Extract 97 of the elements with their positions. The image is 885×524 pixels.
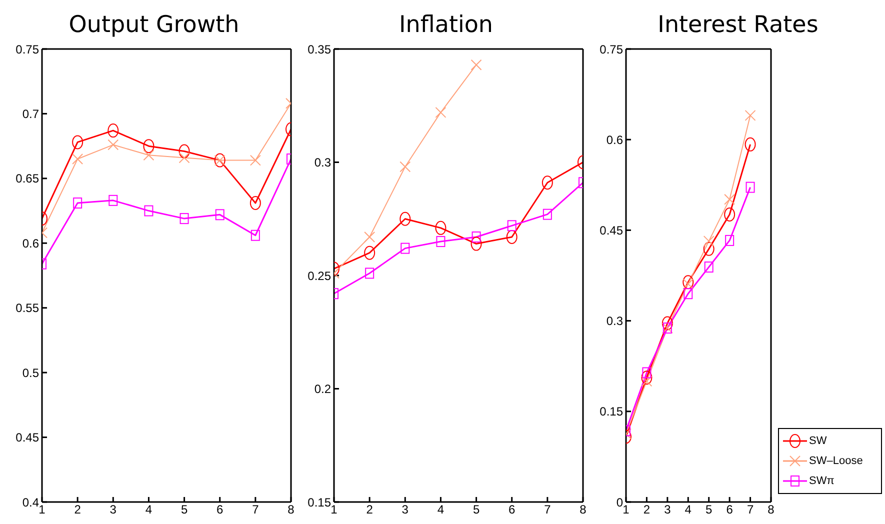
x-tick-label: 2: [366, 502, 374, 517]
point: [724, 207, 736, 222]
point: [250, 196, 261, 210]
point: [641, 370, 652, 385]
x-tick-label: 8: [768, 502, 775, 517]
y-tick-label: 0.75: [16, 42, 40, 56]
x-tick-label: 5: [180, 502, 188, 517]
legend-label: SW‒Loose: [809, 455, 863, 467]
x-tick-label: 1: [330, 502, 338, 517]
y-tick-label: 0.15: [308, 495, 332, 510]
point: [215, 209, 224, 220]
y-tick-label: 0.25: [308, 268, 332, 283]
point: [642, 367, 652, 378]
point: [180, 213, 189, 224]
x-tick-label: 6: [508, 502, 516, 517]
point: [435, 220, 446, 235]
point: [746, 182, 755, 193]
y-tick-label: 0.3: [606, 314, 624, 328]
y-tick-label: 0.4: [22, 495, 40, 510]
point: [470, 59, 482, 70]
x-tick-label: 4: [145, 502, 152, 517]
point: [703, 242, 714, 256]
y-tick-label: 0.7: [22, 106, 40, 121]
x-tick-label: 1: [622, 502, 630, 517]
point: [73, 198, 82, 209]
point: [724, 194, 736, 205]
point: [506, 230, 518, 244]
point: [704, 262, 714, 273]
x-tick-label: 1: [38, 502, 46, 517]
point: [744, 137, 756, 152]
point: [641, 376, 652, 387]
x-tick-label: 4: [684, 502, 692, 517]
point: [364, 231, 376, 242]
y-tick-label: 0.45: [600, 223, 624, 238]
chart-title: Output Growth: [68, 11, 240, 40]
y-tick-label: 0.15: [600, 404, 624, 419]
legend-label: SWπ: [809, 475, 834, 487]
point: [507, 220, 516, 232]
point: [143, 150, 154, 161]
x-tick-label: 2: [74, 502, 82, 517]
point: [682, 278, 694, 290]
x-tick-label: 7: [544, 502, 552, 517]
point: [436, 236, 446, 248]
y-tick-label: 0.3: [314, 156, 332, 170]
point: [365, 268, 374, 279]
point: [72, 154, 84, 165]
x-tick-label: 4: [437, 502, 444, 517]
point: [470, 236, 482, 251]
x-tick-label: 5: [706, 502, 713, 517]
x-tick-label: 3: [110, 502, 117, 517]
x-tick-label: 3: [664, 502, 672, 517]
point: [250, 154, 261, 166]
y-tick-label: 0.55: [16, 301, 40, 316]
chart-title: Interest Rates: [656, 11, 820, 40]
point: [178, 152, 190, 164]
x-tick-label: 3: [402, 502, 409, 517]
point: [108, 194, 118, 206]
y-tick-label: 0: [616, 495, 624, 510]
point: [400, 242, 410, 254]
y-tick-label: 0.2: [314, 382, 332, 396]
point: [178, 144, 190, 158]
point: [250, 230, 260, 241]
point: [72, 135, 84, 150]
point: [703, 236, 714, 247]
point: [143, 139, 154, 154]
x-tick-label: 8: [288, 502, 295, 517]
point: [400, 212, 411, 226]
point: [108, 124, 119, 138]
point: [364, 246, 376, 260]
x-tick-label: 5: [472, 502, 480, 517]
point: [144, 205, 154, 216]
legend-label: SW: [809, 435, 827, 447]
x-tick-label: 8: [580, 502, 587, 517]
point: [682, 275, 694, 290]
y-tick-label: 0.6: [606, 132, 624, 147]
y-tick-label: 0.65: [16, 172, 40, 186]
point: [472, 231, 481, 242]
y-tick-label: 0.6: [22, 236, 40, 250]
point: [684, 288, 693, 300]
x-tick-label: 6: [726, 502, 734, 517]
point: [662, 316, 673, 330]
point: [542, 208, 552, 220]
point: [725, 234, 734, 246]
point: [435, 106, 446, 118]
x-tick-label: 6: [216, 502, 224, 517]
x-tick-label: 7: [252, 502, 260, 517]
y-tick-label: 0.5: [22, 366, 40, 380]
y-tick-label: 0.45: [16, 430, 40, 445]
chart-title: Inflation: [398, 11, 494, 40]
y-tick-label: 0.75: [600, 42, 624, 56]
point: [542, 176, 553, 190]
y-tick-label: 0.35: [308, 42, 332, 56]
point: [108, 139, 119, 150]
point: [400, 161, 411, 172]
x-tick-label: 2: [643, 502, 650, 517]
x-tick-label: 7: [746, 502, 754, 517]
point: [744, 110, 756, 121]
